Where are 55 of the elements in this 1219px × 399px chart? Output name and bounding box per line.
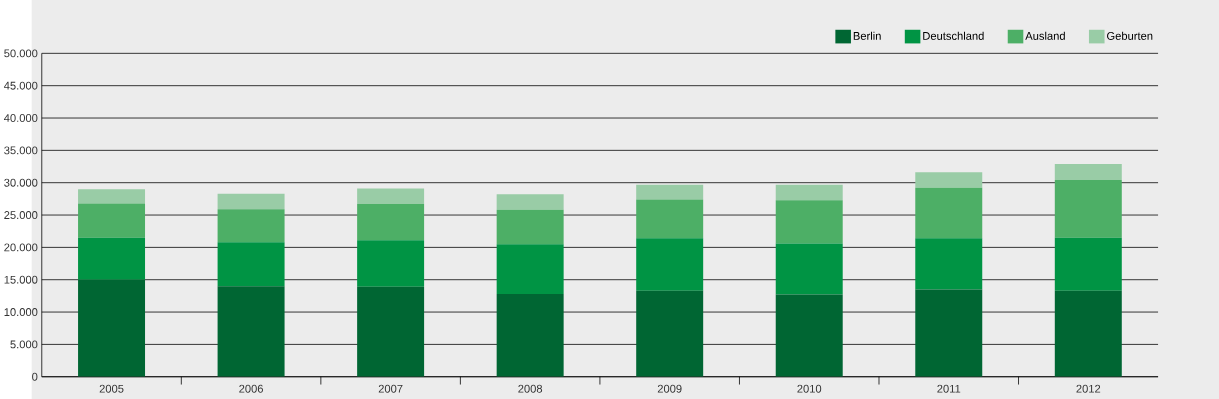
x-tick-label: 2010 — [797, 384, 822, 393]
x-tick-label: 2008 — [518, 384, 543, 393]
y-tick-label: 30.000 — [4, 178, 38, 187]
bar — [357, 286, 425, 377]
bar — [915, 187, 983, 239]
bar — [496, 209, 564, 244]
bar — [217, 209, 285, 243]
bar — [78, 237, 146, 280]
y-tick-label: 5.000 — [10, 340, 38, 349]
bar — [1054, 179, 1122, 238]
bar — [217, 242, 285, 286]
legend-label: Geburten — [1107, 31, 1153, 40]
y-tick-label: 20.000 — [4, 243, 38, 252]
x-tick-label: 2012 — [1076, 384, 1101, 393]
legend-label: Berlin — [853, 31, 881, 40]
bar — [636, 238, 704, 291]
bar — [78, 203, 146, 238]
bar — [357, 203, 425, 241]
bar — [78, 188, 146, 204]
bar — [775, 243, 843, 295]
y-tick-label: 0 — [32, 372, 38, 381]
bar — [496, 243, 564, 294]
legend-label: Ausland — [1025, 31, 1065, 40]
bar — [1054, 237, 1122, 291]
y-tick-label: 45.000 — [3, 81, 38, 90]
bar — [636, 199, 704, 239]
bar — [775, 184, 843, 200]
y-tick-label: 15.000 — [4, 275, 38, 284]
bar — [357, 240, 425, 287]
bar — [636, 290, 704, 377]
bar — [1054, 290, 1122, 377]
y-tick-label: 25.000 — [4, 210, 38, 219]
y-tick-label: 40.000 — [3, 113, 38, 122]
bar — [217, 193, 285, 210]
bar — [915, 172, 983, 188]
bar — [217, 286, 285, 377]
bar — [496, 194, 564, 210]
y-tick-label: 35.000 — [4, 146, 38, 155]
bar — [496, 293, 564, 377]
bar — [915, 289, 983, 377]
bar — [775, 199, 843, 244]
x-tick-label: 2006 — [239, 384, 263, 393]
y-tick-label: 10.000 — [4, 307, 38, 316]
x-tick-label: 2011 — [937, 384, 961, 393]
y-tick-label: 50.000 — [4, 49, 38, 58]
bar — [357, 188, 425, 204]
bar — [636, 184, 704, 200]
bar — [78, 279, 146, 377]
x-tick-label: 2009 — [657, 384, 682, 393]
bar — [775, 294, 843, 377]
bar — [1054, 163, 1122, 180]
legend-label: Deutschland — [923, 31, 984, 40]
x-tick-label: 2005 — [99, 384, 124, 393]
bar — [915, 238, 983, 290]
x-tick-label: 2007 — [378, 384, 403, 393]
